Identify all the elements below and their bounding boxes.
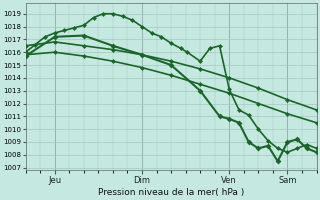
X-axis label: Pression niveau de la mer( hPa ): Pression niveau de la mer( hPa ) [98,188,244,197]
